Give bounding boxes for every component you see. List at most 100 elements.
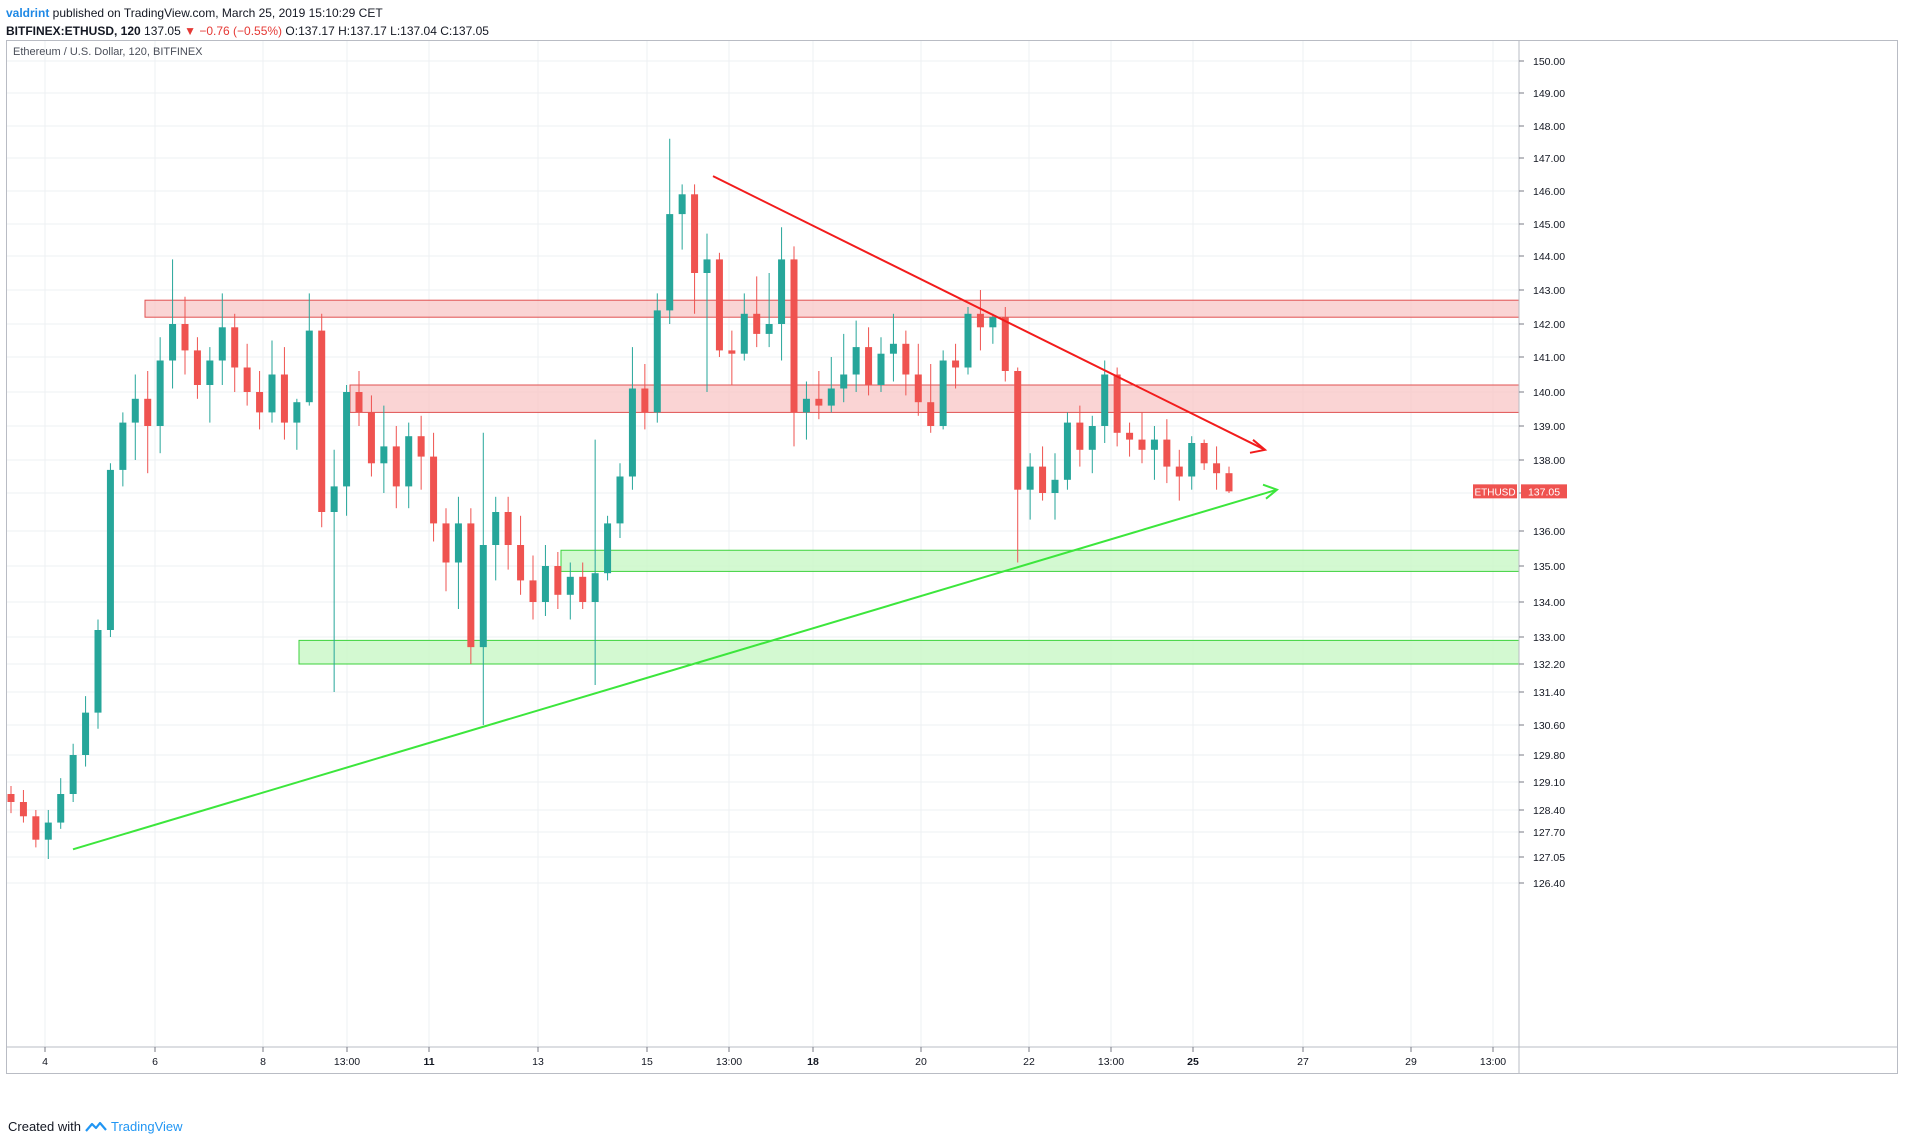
candle-body[interactable] — [865, 347, 873, 385]
candle-body[interactable] — [1175, 466, 1183, 477]
candle-body[interactable] — [131, 398, 139, 423]
candle-body[interactable] — [1101, 374, 1109, 427]
candle-body[interactable] — [144, 398, 152, 426]
candle-body[interactable] — [119, 422, 127, 470]
candle-body[interactable] — [902, 343, 910, 375]
chart-frame[interactable]: 150.00 149.00 148.00 147.00 146.00 145.00 144.… — [6, 40, 1898, 1074]
candle-body[interactable] — [1063, 422, 1071, 480]
candle-body[interactable] — [479, 545, 487, 648]
candle-body[interactable] — [57, 794, 65, 823]
candle-body[interactable] — [728, 350, 736, 354]
candle-body[interactable] — [442, 523, 450, 563]
candle-body[interactable] — [765, 324, 773, 334]
candle-body[interactable] — [678, 194, 686, 215]
candle-body[interactable] — [256, 392, 264, 413]
candle-body[interactable] — [1001, 317, 1009, 371]
candle-body[interactable] — [106, 469, 114, 630]
candle-body[interactable] — [231, 327, 239, 368]
candle-body[interactable] — [753, 313, 761, 334]
candle-body[interactable] — [1014, 371, 1022, 490]
candle-body[interactable] — [554, 566, 562, 595]
candle-body[interactable] — [1113, 374, 1121, 433]
candle-body[interactable] — [1026, 466, 1034, 490]
candle-body[interactable] — [467, 523, 475, 648]
candle-body[interactable] — [32, 816, 40, 840]
ascending-trendline[interactable] — [72, 488, 1278, 851]
candle-body[interactable] — [1126, 432, 1134, 440]
candle-body[interactable] — [169, 324, 177, 361]
candle-body[interactable] — [790, 259, 798, 413]
candle-body[interactable] — [454, 523, 462, 563]
candle-body[interactable] — [691, 194, 699, 273]
candle-body[interactable] — [566, 576, 574, 595]
candle-body[interactable] — [952, 360, 960, 368]
candle-body[interactable] — [94, 630, 102, 713]
candle-body[interactable] — [44, 822, 52, 840]
candle-body[interactable] — [616, 476, 624, 524]
candle-body[interactable] — [504, 512, 512, 545]
candle-body[interactable] — [405, 436, 413, 487]
publisher-name[interactable]: valdrint — [6, 6, 50, 20]
candle-body[interactable] — [1076, 422, 1084, 450]
candle-body[interactable] — [218, 327, 226, 361]
candle-body[interactable] — [280, 374, 288, 423]
candle-body[interactable] — [1150, 439, 1158, 450]
candle-body[interactable] — [628, 388, 636, 477]
candle-body[interactable] — [355, 392, 363, 413]
candle-body[interactable] — [939, 360, 947, 427]
candle-body[interactable] — [417, 436, 425, 457]
descending-trendline[interactable] — [712, 175, 1266, 451]
candle-body[interactable] — [703, 259, 711, 273]
candle-body[interactable] — [666, 214, 674, 311]
candle-body[interactable] — [430, 456, 438, 524]
candle-body[interactable] — [529, 580, 537, 602]
candle-body[interactable] — [964, 313, 972, 368]
candle-body[interactable] — [653, 310, 661, 413]
candle-body[interactable] — [343, 392, 351, 487]
candle-body[interactable] — [193, 350, 201, 385]
candle-body[interactable] — [815, 398, 823, 406]
candle-body[interactable] — [641, 388, 649, 413]
candle-body[interactable] — [305, 330, 313, 403]
candle-body[interactable] — [380, 446, 388, 464]
candle-body[interactable] — [1039, 466, 1047, 493]
candle-body[interactable] — [1225, 473, 1233, 492]
candle-body[interactable] — [7, 794, 15, 802]
candle-body[interactable] — [82, 712, 90, 755]
candle-body[interactable] — [318, 330, 326, 512]
candle-body[interactable] — [492, 512, 500, 545]
candle-body[interactable] — [889, 343, 897, 354]
candle-body[interactable] — [206, 360, 214, 386]
candle-body[interactable] — [1138, 439, 1146, 450]
candle-body[interactable] — [293, 402, 301, 423]
candle-body[interactable] — [976, 313, 984, 328]
candle-body[interactable] — [156, 360, 164, 427]
candle-body[interactable] — [243, 367, 251, 393]
candle-body[interactable] — [715, 259, 723, 351]
candle-body[interactable] — [541, 566, 549, 602]
candle-body[interactable] — [1088, 426, 1096, 450]
candle-body[interactable] — [778, 259, 786, 324]
candle-body[interactable] — [989, 317, 997, 328]
candle-body[interactable] — [927, 402, 935, 426]
candle-body[interactable] — [591, 573, 599, 602]
tradingview-brand[interactable]: TradingView — [110, 1119, 183, 1134]
candle-body[interactable] — [802, 398, 810, 413]
candle-body[interactable] — [517, 545, 525, 581]
candle-body[interactable] — [367, 412, 375, 464]
candle-body[interactable] — [181, 324, 189, 351]
candle-body[interactable] — [1200, 443, 1208, 464]
candle-body[interactable] — [877, 353, 885, 385]
candle-body[interactable] — [392, 446, 400, 487]
candle-body[interactable] — [1213, 463, 1221, 474]
candle-body[interactable] — [740, 313, 748, 354]
candle-body[interactable] — [840, 374, 848, 389]
candle-body[interactable] — [604, 523, 612, 574]
candle-body[interactable] — [1188, 443, 1196, 477]
candle-body[interactable] — [268, 374, 276, 413]
candle-body[interactable] — [827, 388, 835, 406]
candle-body[interactable] — [1051, 479, 1059, 493]
candle-body[interactable] — [914, 374, 922, 403]
price-chart[interactable]: 150.00 149.00 148.00 147.00 146.00 145.00 144.… — [7, 41, 1897, 1073]
candle-body[interactable] — [579, 576, 587, 602]
